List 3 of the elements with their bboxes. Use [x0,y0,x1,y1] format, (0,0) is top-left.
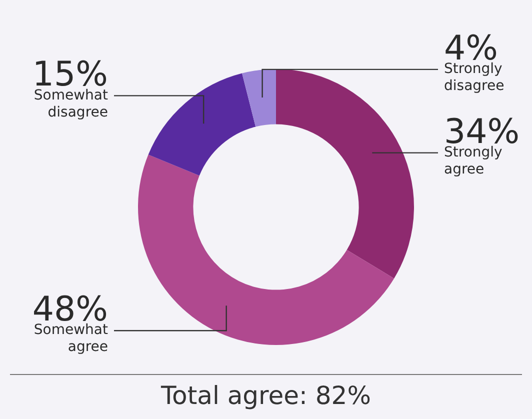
slice-label: Somewhat agree [34,322,108,356]
slice-label: Somewhat disagree [34,87,108,120]
text: Total agree: 82% [160,381,372,410]
